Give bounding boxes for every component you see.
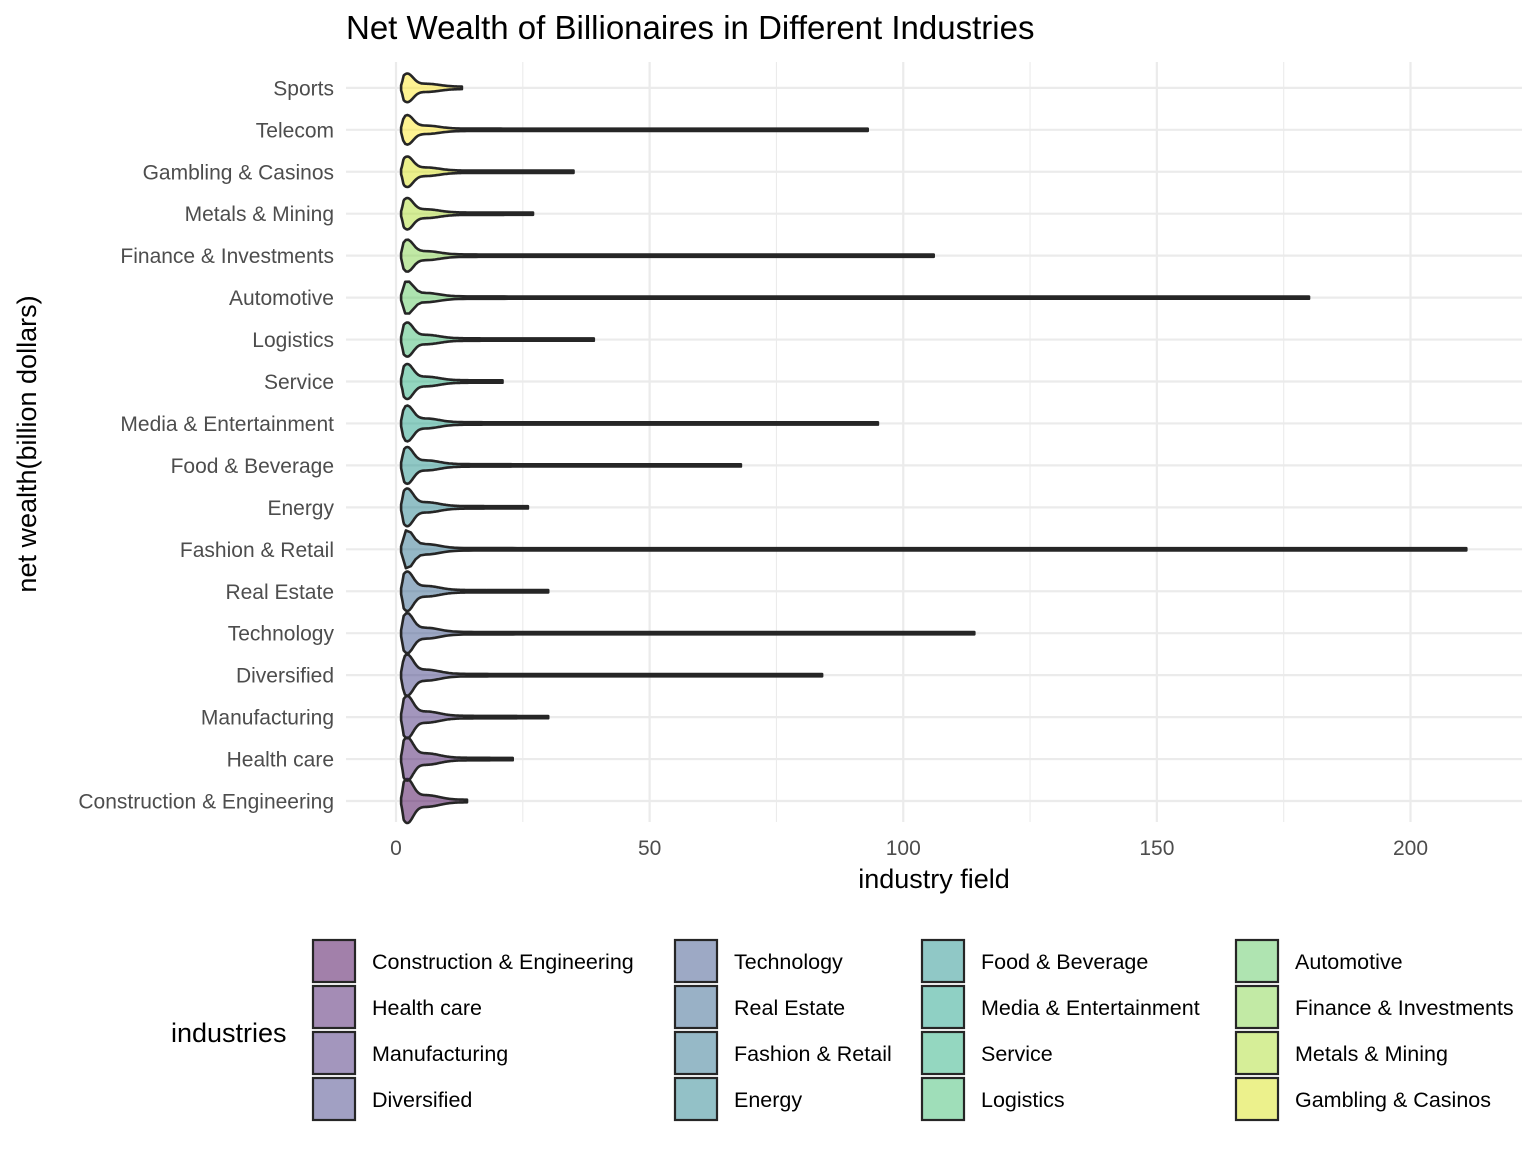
legend-label: Logistics — [981, 1088, 1065, 1112]
legend-label: Energy — [734, 1088, 802, 1112]
y-tick-label: Technology — [228, 623, 335, 646]
violin-food-and-beverage — [399, 445, 743, 486]
legend-label: Real Estate — [734, 996, 845, 1020]
legend-label: Health care — [372, 996, 482, 1020]
y-tick-label: Sports — [273, 77, 334, 100]
legend-key-energy — [673, 1076, 719, 1122]
legend-key-fashion-and-retail — [673, 1030, 719, 1076]
chart-title: Net Wealth of Billionaires in Different … — [346, 9, 1034, 46]
legend-key-construction-and-engineering — [311, 938, 357, 984]
violin-service — [399, 362, 504, 401]
y-tick-label: Real Estate — [225, 581, 334, 604]
violin-logistics — [399, 321, 596, 358]
y-tick-label: Construction & Engineering — [78, 791, 334, 814]
y-tick-label: Service — [264, 371, 334, 394]
y-tick-label: Energy — [267, 497, 334, 520]
violin-technology — [399, 611, 976, 655]
legend-title: industries — [171, 1018, 287, 1048]
violin-sports — [399, 72, 464, 104]
legend-key-automotive — [1234, 938, 1280, 984]
y-tick-label: Fashion & Retail — [180, 539, 334, 562]
violin-real-estate — [399, 570, 550, 613]
legend-key-media-and-entertainment — [920, 984, 966, 1030]
violin-construction-and-engineering — [399, 777, 469, 825]
y-axis-title: net wealth(billion dollars) — [12, 295, 42, 592]
x-tick-label: 100 — [886, 837, 921, 860]
legend-key-real-estate — [673, 984, 719, 1030]
legend-label: Diversified — [372, 1088, 472, 1112]
violin-finance-and-investments — [399, 238, 935, 273]
violin-diversified — [399, 653, 824, 698]
violin-telecom — [399, 113, 869, 146]
legend-key-gambling-and-casinos — [1234, 1076, 1280, 1122]
y-tick-label: Metals & Mining — [185, 203, 334, 226]
legend-label: Gambling & Casinos — [1295, 1088, 1491, 1112]
legend-label: Food & Beverage — [981, 950, 1148, 974]
violin-fashion-and-retail — [399, 529, 1468, 570]
y-tick-label: Media & Entertainment — [120, 413, 334, 436]
legend-key-service — [920, 1030, 966, 1076]
y-tick-label: Health care — [227, 749, 334, 772]
legend-label: Construction & Engineering — [372, 950, 634, 974]
y-tick-label: Automotive — [229, 287, 334, 310]
violin-gambling-and-casinos — [399, 155, 575, 189]
y-tick-labels: Construction & Engineering Health care Man… — [78, 77, 334, 813]
legend-key-technology — [673, 938, 719, 984]
x-tick-label: 50 — [638, 837, 661, 860]
y-tick-label: Diversified — [236, 665, 334, 688]
legend: Construction & Engineering Health care Man… — [311, 938, 1514, 1122]
legend-key-food-and-beverage — [920, 938, 966, 984]
legend-key-manufacturing — [311, 1030, 357, 1076]
y-tick-label: Telecom — [256, 119, 334, 142]
legend-key-health-care — [311, 984, 357, 1030]
legend-key-diversified — [311, 1076, 357, 1122]
x-tick-label: 150 — [1139, 837, 1174, 860]
violin-manufacturing — [399, 694, 550, 740]
violin-media-and-entertainment — [399, 404, 880, 443]
x-axis-title: industry field — [858, 864, 1010, 894]
x-tick-label: 200 — [1393, 837, 1428, 860]
legend-label: Finance & Investments — [1295, 996, 1514, 1020]
y-tick-label: Food & Beverage — [171, 455, 334, 478]
legend-label: Media & Entertainment — [981, 996, 1200, 1020]
violin-energy — [399, 487, 530, 528]
legend-key-metals-and-mining — [1234, 1030, 1280, 1076]
legend-label: Fashion & Retail — [734, 1042, 892, 1066]
legend-label: Automotive — [1295, 950, 1403, 974]
y-tick-label: Gambling & Casinos — [143, 161, 334, 184]
legend-label: Service — [981, 1042, 1053, 1066]
x-tick-labels: 0 50 100 150 200 — [390, 837, 1428, 860]
legend-label: Manufacturing — [372, 1042, 508, 1066]
x-tick-label: 0 — [390, 837, 402, 860]
violin-automotive — [399, 280, 1311, 315]
y-tick-label: Logistics — [252, 329, 334, 352]
grid — [346, 62, 1522, 822]
violins — [399, 72, 1468, 825]
legend-label: Technology — [734, 950, 843, 974]
legend-key-finance-and-investments — [1234, 984, 1280, 1030]
legend-label: Metals & Mining — [1295, 1042, 1448, 1066]
y-tick-label: Finance & Investments — [120, 245, 334, 268]
y-tick-label: Manufacturing — [201, 707, 334, 730]
violin-health-care — [399, 736, 514, 782]
legend-key-logistics — [920, 1076, 966, 1122]
violin-metals-and-mining — [399, 196, 535, 231]
